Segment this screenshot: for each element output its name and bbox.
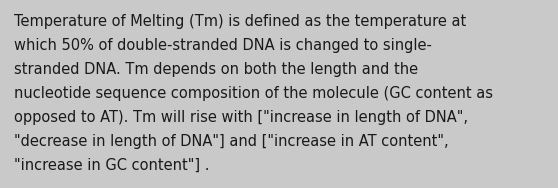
Text: which 50% of double-stranded DNA is changed to single-: which 50% of double-stranded DNA is chan… (14, 38, 432, 53)
Text: "decrease in length of DNA"] and ["increase in AT content",: "decrease in length of DNA"] and ["incre… (14, 134, 449, 149)
Text: nucleotide sequence composition of the molecule (GC content as: nucleotide sequence composition of the m… (14, 86, 493, 101)
Text: stranded DNA. Tm depends on both the length and the: stranded DNA. Tm depends on both the len… (14, 62, 418, 77)
Text: opposed to AT). Tm will rise with ["increase in length of DNA",: opposed to AT). Tm will rise with ["incr… (14, 110, 468, 125)
Text: Temperature of Melting (Tm) is defined as the temperature at: Temperature of Melting (Tm) is defined a… (14, 14, 466, 29)
Text: "increase in GC content"] .: "increase in GC content"] . (14, 158, 209, 173)
